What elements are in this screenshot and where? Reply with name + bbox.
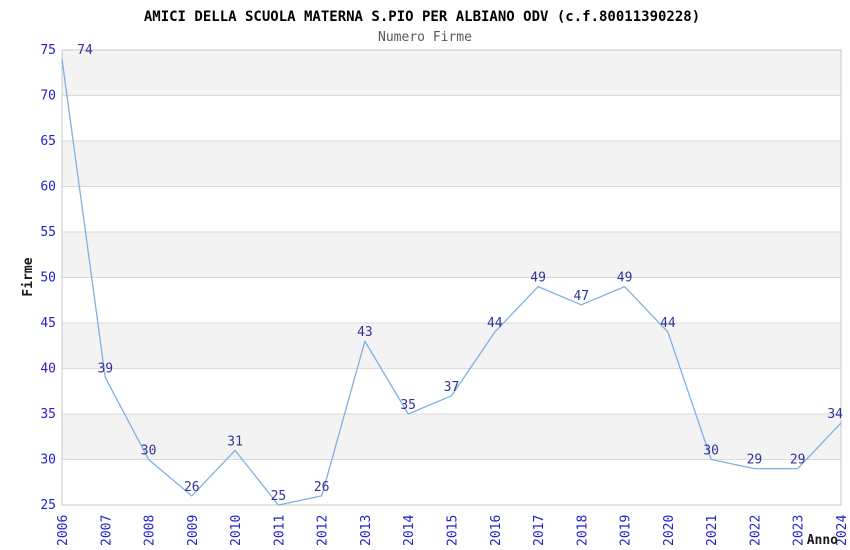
plot-band [62, 323, 841, 369]
data-label-2016: 44 [487, 316, 503, 331]
data-label-2014: 35 [400, 398, 416, 413]
y-tick-label-50: 50 [40, 271, 56, 286]
x-tick-label-2011: 2011 [272, 515, 287, 546]
data-label-2009: 26 [184, 480, 200, 495]
x-tick-label-2019: 2019 [619, 515, 634, 546]
x-tick-label-2013: 2013 [359, 515, 374, 546]
data-label-2015: 37 [444, 380, 460, 395]
y-axis-title: Firme [21, 257, 36, 296]
plot-border [61, 49, 842, 506]
y-tick-label-60: 60 [40, 180, 56, 195]
data-label-2018: 47 [573, 289, 589, 304]
y-tick-label-30: 30 [40, 453, 56, 468]
data-label-2013: 43 [357, 325, 373, 340]
x-tick-label-2018: 2018 [575, 515, 590, 546]
chart-title: AMICI DELLA SCUOLA MATERNA S.PIO PER ALB… [144, 9, 700, 25]
x-tick-label-2010: 2010 [229, 515, 244, 546]
x-tick-label-2016: 2016 [489, 515, 504, 546]
data-labels: 74 39 30 26 31 25 26 43 35 37 44 49 47 49 44 30 29 29 34 [77, 43, 843, 504]
data-label-2008: 30 [141, 444, 157, 459]
x-tick-label-2012: 2012 [316, 515, 331, 546]
x-tick-label-2021: 2021 [705, 515, 720, 546]
data-label-2006: 74 [77, 43, 93, 58]
chart-subtitle: Numero Firme [378, 30, 472, 45]
data-label-2022: 29 [747, 453, 763, 468]
plot-band [62, 141, 841, 187]
y-tick-label-25: 25 [40, 498, 56, 513]
data-label-2007: 39 [97, 362, 113, 377]
y-axis-tick-labels: 25 30 35 40 45 50 55 60 65 70 75 [40, 43, 56, 513]
y-tick-label-40: 40 [40, 362, 56, 377]
x-tick-label-2007: 2007 [99, 515, 114, 546]
plot-band [62, 50, 841, 96]
data-label-2017: 49 [530, 271, 546, 286]
data-label-2012: 26 [314, 480, 330, 495]
data-label-2020: 44 [660, 316, 676, 331]
x-tick-label-2022: 2022 [748, 515, 763, 546]
data-label-2019: 49 [617, 271, 633, 286]
series-line-group [61, 59, 842, 506]
x-tick-label-2009: 2009 [186, 515, 201, 546]
plot-band [62, 414, 841, 460]
x-tick-label-2024: 2024 [835, 515, 850, 546]
x-tick-label-2008: 2008 [143, 515, 158, 546]
x-axis-title: Anno [807, 533, 838, 548]
y-tick-label-45: 45 [40, 316, 56, 331]
plot-band [62, 232, 841, 278]
plot-bands [62, 50, 841, 460]
x-tick-label-2015: 2015 [446, 515, 461, 546]
data-label-2023: 29 [790, 453, 806, 468]
data-label-2010: 31 [227, 434, 243, 449]
x-tick-label-2006: 2006 [56, 515, 71, 546]
data-label-2024: 34 [827, 407, 843, 422]
y-tick-label-55: 55 [40, 225, 56, 240]
y-tick-label-70: 70 [40, 89, 56, 104]
y-tick-label-35: 35 [40, 407, 56, 422]
x-tick-label-2017: 2017 [532, 515, 547, 546]
y-tick-label-65: 65 [40, 134, 56, 149]
x-tick-label-2014: 2014 [402, 515, 417, 546]
data-label-2011: 25 [271, 489, 287, 504]
series-line [61, 59, 842, 506]
x-tick-label-2023: 2023 [792, 515, 807, 546]
x-axis-tick-labels: 2006 2007 2008 2009 2010 2011 2012 2013 2014 2015… [56, 515, 850, 546]
data-label-2021: 30 [703, 444, 719, 459]
y-tick-label-75: 75 [40, 43, 56, 58]
plot-border-rect [61, 49, 842, 506]
x-tick-label-2020: 2020 [662, 515, 677, 546]
